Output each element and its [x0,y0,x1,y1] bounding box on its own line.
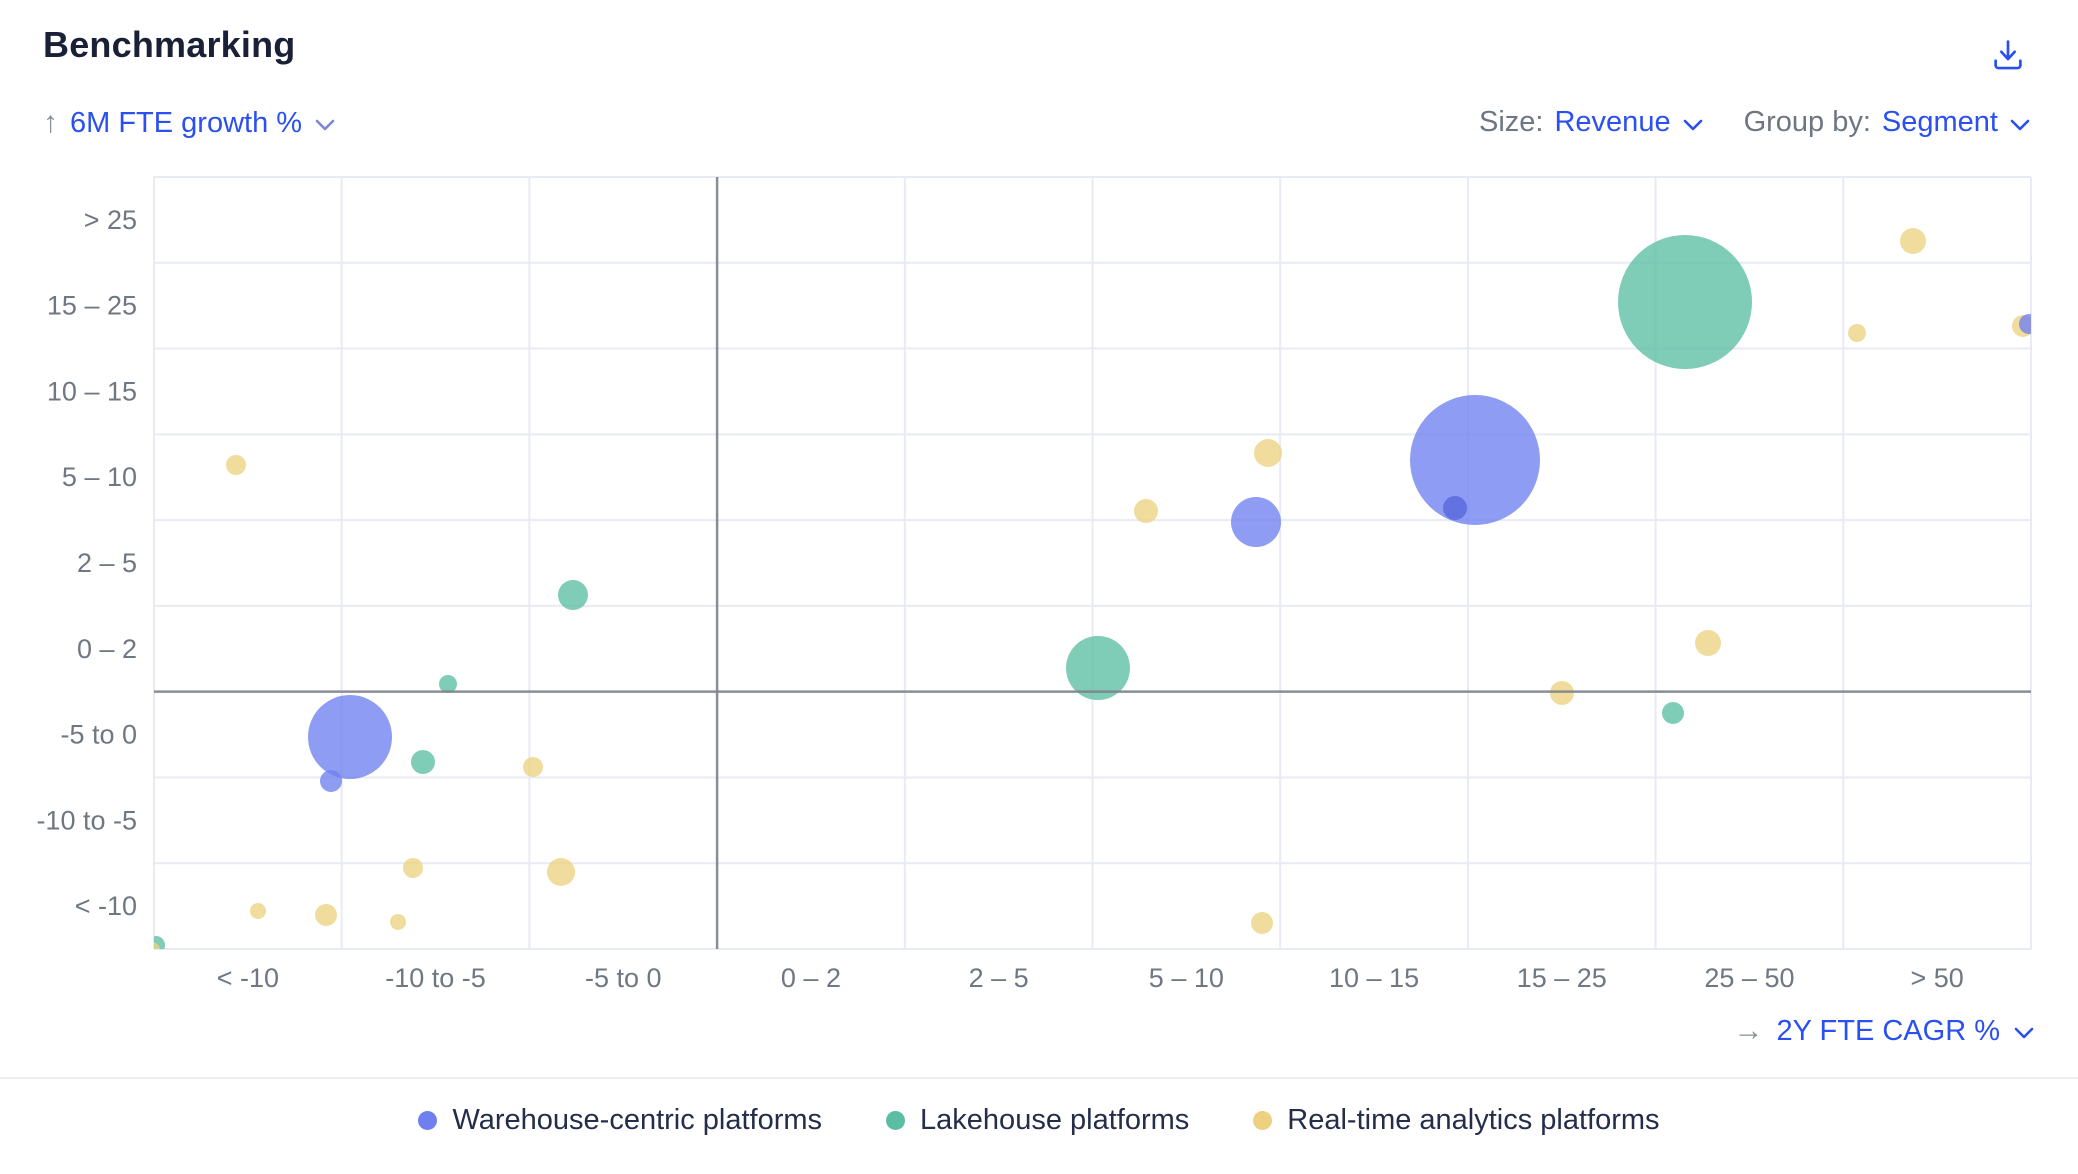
divider [0,1077,2078,1079]
bubble[interactable] [1848,324,1866,342]
x-tick-label: 5 – 10 [1149,963,1224,993]
bubble[interactable] [1254,439,1282,467]
group-by-selector-value: Segment [1881,106,1998,138]
legend-item-realtime[interactable]: Real-time analytics platforms [1253,1104,1660,1137]
bubble[interactable] [411,750,435,774]
x-axis-selector[interactable]: → 2Y FTE CAGR % [1734,1014,2035,1048]
legend: Warehouse-centric platforms Lakehouse pl… [0,1104,2078,1137]
legend-dot-warehouse-icon [418,1111,438,1130]
size-selector[interactable]: Size: Revenue [1479,106,1704,139]
y-tick-label: 2 – 5 [77,548,137,578]
x-tick-label: < -10 [217,963,279,993]
bubble[interactable] [547,858,575,886]
bubble[interactable] [1550,681,1574,705]
bubble[interactable] [1066,636,1130,700]
bubble[interactable] [1231,497,1281,547]
x-tick-label: 10 – 15 [1329,963,1419,993]
x-tick-label: 15 – 25 [1517,963,1607,993]
bubble[interactable] [144,942,160,958]
x-tick-label: -10 to -5 [385,963,486,993]
x-tick-label: 0 – 2 [781,963,841,993]
chevron-down-icon [2010,119,2030,130]
y-axis-selector[interactable]: ↑ 6M FTE growth % [43,106,336,140]
size-selector-prefix: Size: [1479,106,1544,138]
bubble[interactable] [1618,235,1752,369]
y-tick-label: -10 to -5 [36,805,137,835]
legend-label: Real-time analytics platforms [1287,1104,1660,1136]
bubble[interactable] [226,455,246,475]
x-tick-label: 2 – 5 [969,963,1029,993]
legend-label: Lakehouse platforms [920,1104,1190,1136]
chevron-down-icon [2014,1027,2034,1039]
y-tick-label: > 25 [84,205,137,235]
group-by-selector-prefix: Group by: [1743,106,1871,138]
bubble[interactable] [1900,228,1926,254]
size-selector-value: Revenue [1554,106,1671,138]
bubble[interactable] [523,757,543,777]
bubble[interactable] [1662,702,1684,724]
y-tick-label: 5 – 10 [62,462,137,492]
y-axis-selector-label: 6M FTE growth % [70,106,303,139]
download-button[interactable] [1986,32,2030,76]
legend-item-warehouse-centric[interactable]: Warehouse-centric platforms [418,1104,822,1137]
bubble[interactable] [2019,314,2039,334]
bubble[interactable] [250,903,266,919]
bubble[interactable] [1695,630,1721,656]
y-tick-label: 10 – 15 [47,376,137,406]
bubble[interactable] [403,858,423,878]
download-icon [1994,40,2022,70]
bubble[interactable] [390,914,406,930]
x-axis-selector-label: 2Y FTE CAGR % [1776,1014,2000,1047]
bubble[interactable] [439,675,457,693]
bubble[interactable] [1443,496,1467,520]
bubble[interactable] [315,904,337,926]
y-tick-label: 15 – 25 [47,291,137,321]
legend-dot-lakehouse-icon [886,1111,906,1130]
right-arrow-icon: → [1733,1014,1764,1047]
x-tick-label: 25 – 50 [1704,963,1794,993]
legend-item-lakehouse[interactable]: Lakehouse platforms [886,1104,1189,1137]
bubble[interactable] [320,770,342,792]
bubble[interactable] [1410,395,1540,525]
up-arrow-icon: ↑ [43,106,58,139]
chevron-down-icon [1683,119,1702,130]
bubble[interactable] [558,580,588,610]
y-tick-label: -5 to 0 [60,720,137,750]
chart-controls: Size: Revenue Group by: Segment [1479,106,2031,139]
group-by-selector[interactable]: Group by: Segment [1744,106,2031,139]
page-title: Benchmarking [43,24,296,65]
bubble[interactable] [1251,912,1273,934]
legend-label: Warehouse-centric platforms [452,1104,823,1136]
y-tick-label: < -10 [75,891,137,921]
y-tick-label: 0 – 2 [77,634,137,664]
legend-dot-realtime-icon [1253,1111,1273,1130]
bubble[interactable] [308,695,392,779]
x-tick-label: -5 to 0 [585,963,662,993]
chevron-down-icon [315,119,335,131]
bubble[interactable] [1134,499,1158,523]
x-tick-label: > 50 [1910,963,1963,993]
